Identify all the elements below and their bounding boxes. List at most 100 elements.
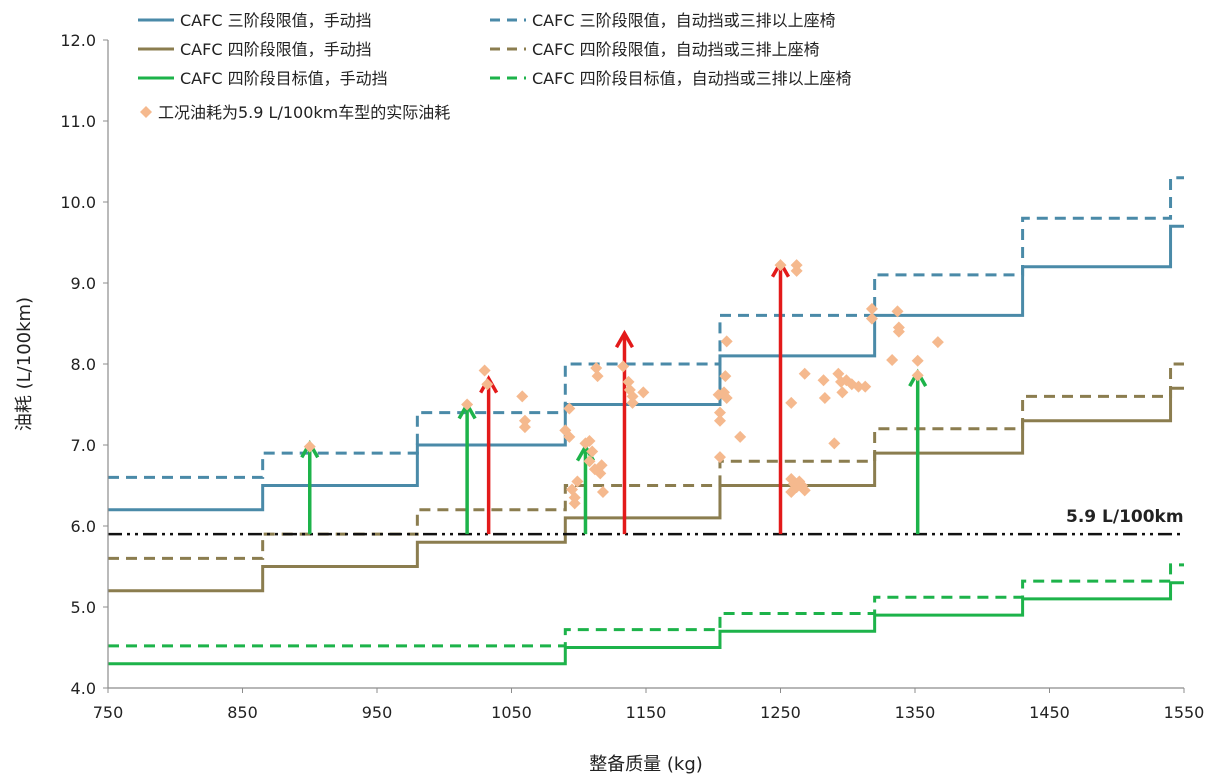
y-tick-label-7: 11.0 [60,112,96,131]
scatter-point-67 [911,354,924,367]
scatter-point-28 [626,396,639,409]
legend-item-4: CAFC 四阶段目标值，手动挡 [138,69,388,88]
scatter-point-41 [790,264,803,277]
scatter-point-3 [481,378,494,391]
scatter-point-53 [828,437,841,450]
y-tick-label-0: 4.0 [71,679,96,698]
arrow-1 [457,400,477,535]
legend-item-1: CAFC 三阶段限值，自动挡或三排以上座椅 [490,11,836,30]
legend-label: CAFC 四阶段目标值，自动挡或三排以上座椅 [532,69,852,88]
scatter-points [303,259,944,510]
scatter-point-39 [774,259,787,272]
scatter-point-36 [719,370,732,383]
y-tick-label-8: 12.0 [60,31,96,50]
scatter-point-23 [591,370,604,383]
legend: CAFC 三阶段限值，手动挡 CAFC 四阶段限值，手动挡 CAFC 四阶段目标值，… [138,11,852,122]
series-line-1 [108,176,1184,479]
scatter-point-49 [785,485,798,498]
x-tick-label-6: 1350 [895,703,936,722]
scatter-point-5 [518,414,531,427]
arrow-head [614,329,634,349]
scatter-point-9 [563,430,576,443]
scatter-point-13 [571,475,584,488]
legend-item-0: CAFC 三阶段限值，手动挡 [138,11,372,30]
x-tick-label-1: 850 [227,703,258,722]
scatter-point-12 [568,491,581,504]
y-tick-label-3: 7.0 [71,436,96,455]
x-tick-label-7: 1450 [1029,703,1070,722]
y-tick-label-5: 9.0 [71,274,96,293]
scatter-point-50 [798,484,811,497]
scatter-point-56 [836,386,849,399]
scatter-point-60 [859,380,872,393]
x-axis-title: 整备质量 (kg) [589,754,703,775]
scatter-point-68 [911,369,924,382]
legend-label: CAFC 四阶段目标值，手动挡 [180,69,388,88]
scatter-point-16 [586,445,599,458]
reference-line-group: 5.9 L/100km [108,507,1184,536]
scatter-point-24 [617,360,630,373]
legend-label: CAFC 三阶段限值，自动挡或三排以上座椅 [532,11,836,30]
x-tick-label-5: 1250 [760,703,801,722]
y-tick-label-6: 10.0 [60,193,96,212]
y-axis-title: 油耗 (L/100km) [14,297,35,431]
scatter-point-15 [583,434,596,447]
scatter-point-37 [720,335,733,348]
x-tick-label-8: 1550 [1164,703,1205,722]
series-line-2 [108,386,1184,593]
arrow-head [479,375,499,394]
x-tick-label-0: 750 [93,703,124,722]
legend-item-3: CAFC 四阶段限值，自动挡或三排上座椅 [490,40,820,59]
scatter-point-51 [817,374,830,387]
scatter-point-4 [516,390,529,403]
arrow-2 [479,375,499,535]
scatter-point-6 [518,421,531,434]
y-tick-label-2: 6.0 [71,517,96,536]
scatter-point-52 [818,392,831,405]
scatter-point-0 [303,440,316,453]
legend-label: CAFC 四阶段限值，手动挡 [180,40,372,59]
axes: 4.0 5.0 6.0 7.0 8.0 9.0 10.0 11.0 12.0 750 850 950 1… [14,31,1204,775]
scatter-point-66 [886,353,899,366]
scatter-point-35 [720,392,733,405]
scatter-point-2 [478,364,491,377]
scatter-point-65 [892,325,905,338]
scatter-point-1 [461,398,474,411]
limit-step-lines [108,176,1184,666]
arrow-0 [300,439,320,535]
scatter-point-21 [596,485,609,498]
series-line-5 [108,563,1184,648]
scatter-point-69 [931,336,944,349]
arrows-group [300,259,928,535]
scatter-point-33 [713,451,726,464]
legend-item-2: CAFC 四阶段限值，手动挡 [138,40,372,59]
x-tick-label-4: 1150 [626,703,667,722]
scatter-point-27 [626,390,639,403]
legend-label: CAFC 四阶段限值，自动挡或三排上座椅 [532,40,820,59]
reference-line-label: 5.9 L/100km [1066,507,1184,527]
legend-swatch [140,106,152,118]
scatter-point-19 [594,467,607,480]
legend-item-scatter: 工况油耗为5.9 L/100km车型的实际油耗 [140,103,450,122]
scatter-point-29 [637,386,650,399]
scatter-point-38 [734,430,747,443]
scatter-point-32 [713,414,726,427]
scatter-point-22 [590,362,603,375]
series-line-4 [108,581,1184,666]
arrow-5 [770,259,791,535]
scatter-point-63 [891,305,904,318]
x-tick-label-3: 1050 [491,703,532,722]
legend-label: 工况油耗为5.9 L/100km车型的实际油耗 [158,103,450,122]
scatter-point-42 [785,396,798,409]
legend-label: CAFC 三阶段限值，手动挡 [180,11,372,30]
scatter-point-61 [865,302,878,315]
x-tick-label-2: 950 [362,703,393,722]
y-tick-label-4: 8.0 [71,355,96,374]
series-line-3 [108,362,1184,560]
y-tick-label-1: 5.0 [71,598,96,617]
scatter-point-31 [713,406,726,419]
scatter-point-59 [852,380,865,393]
scatter-point-62 [865,312,878,325]
scatter-point-25 [622,375,635,388]
